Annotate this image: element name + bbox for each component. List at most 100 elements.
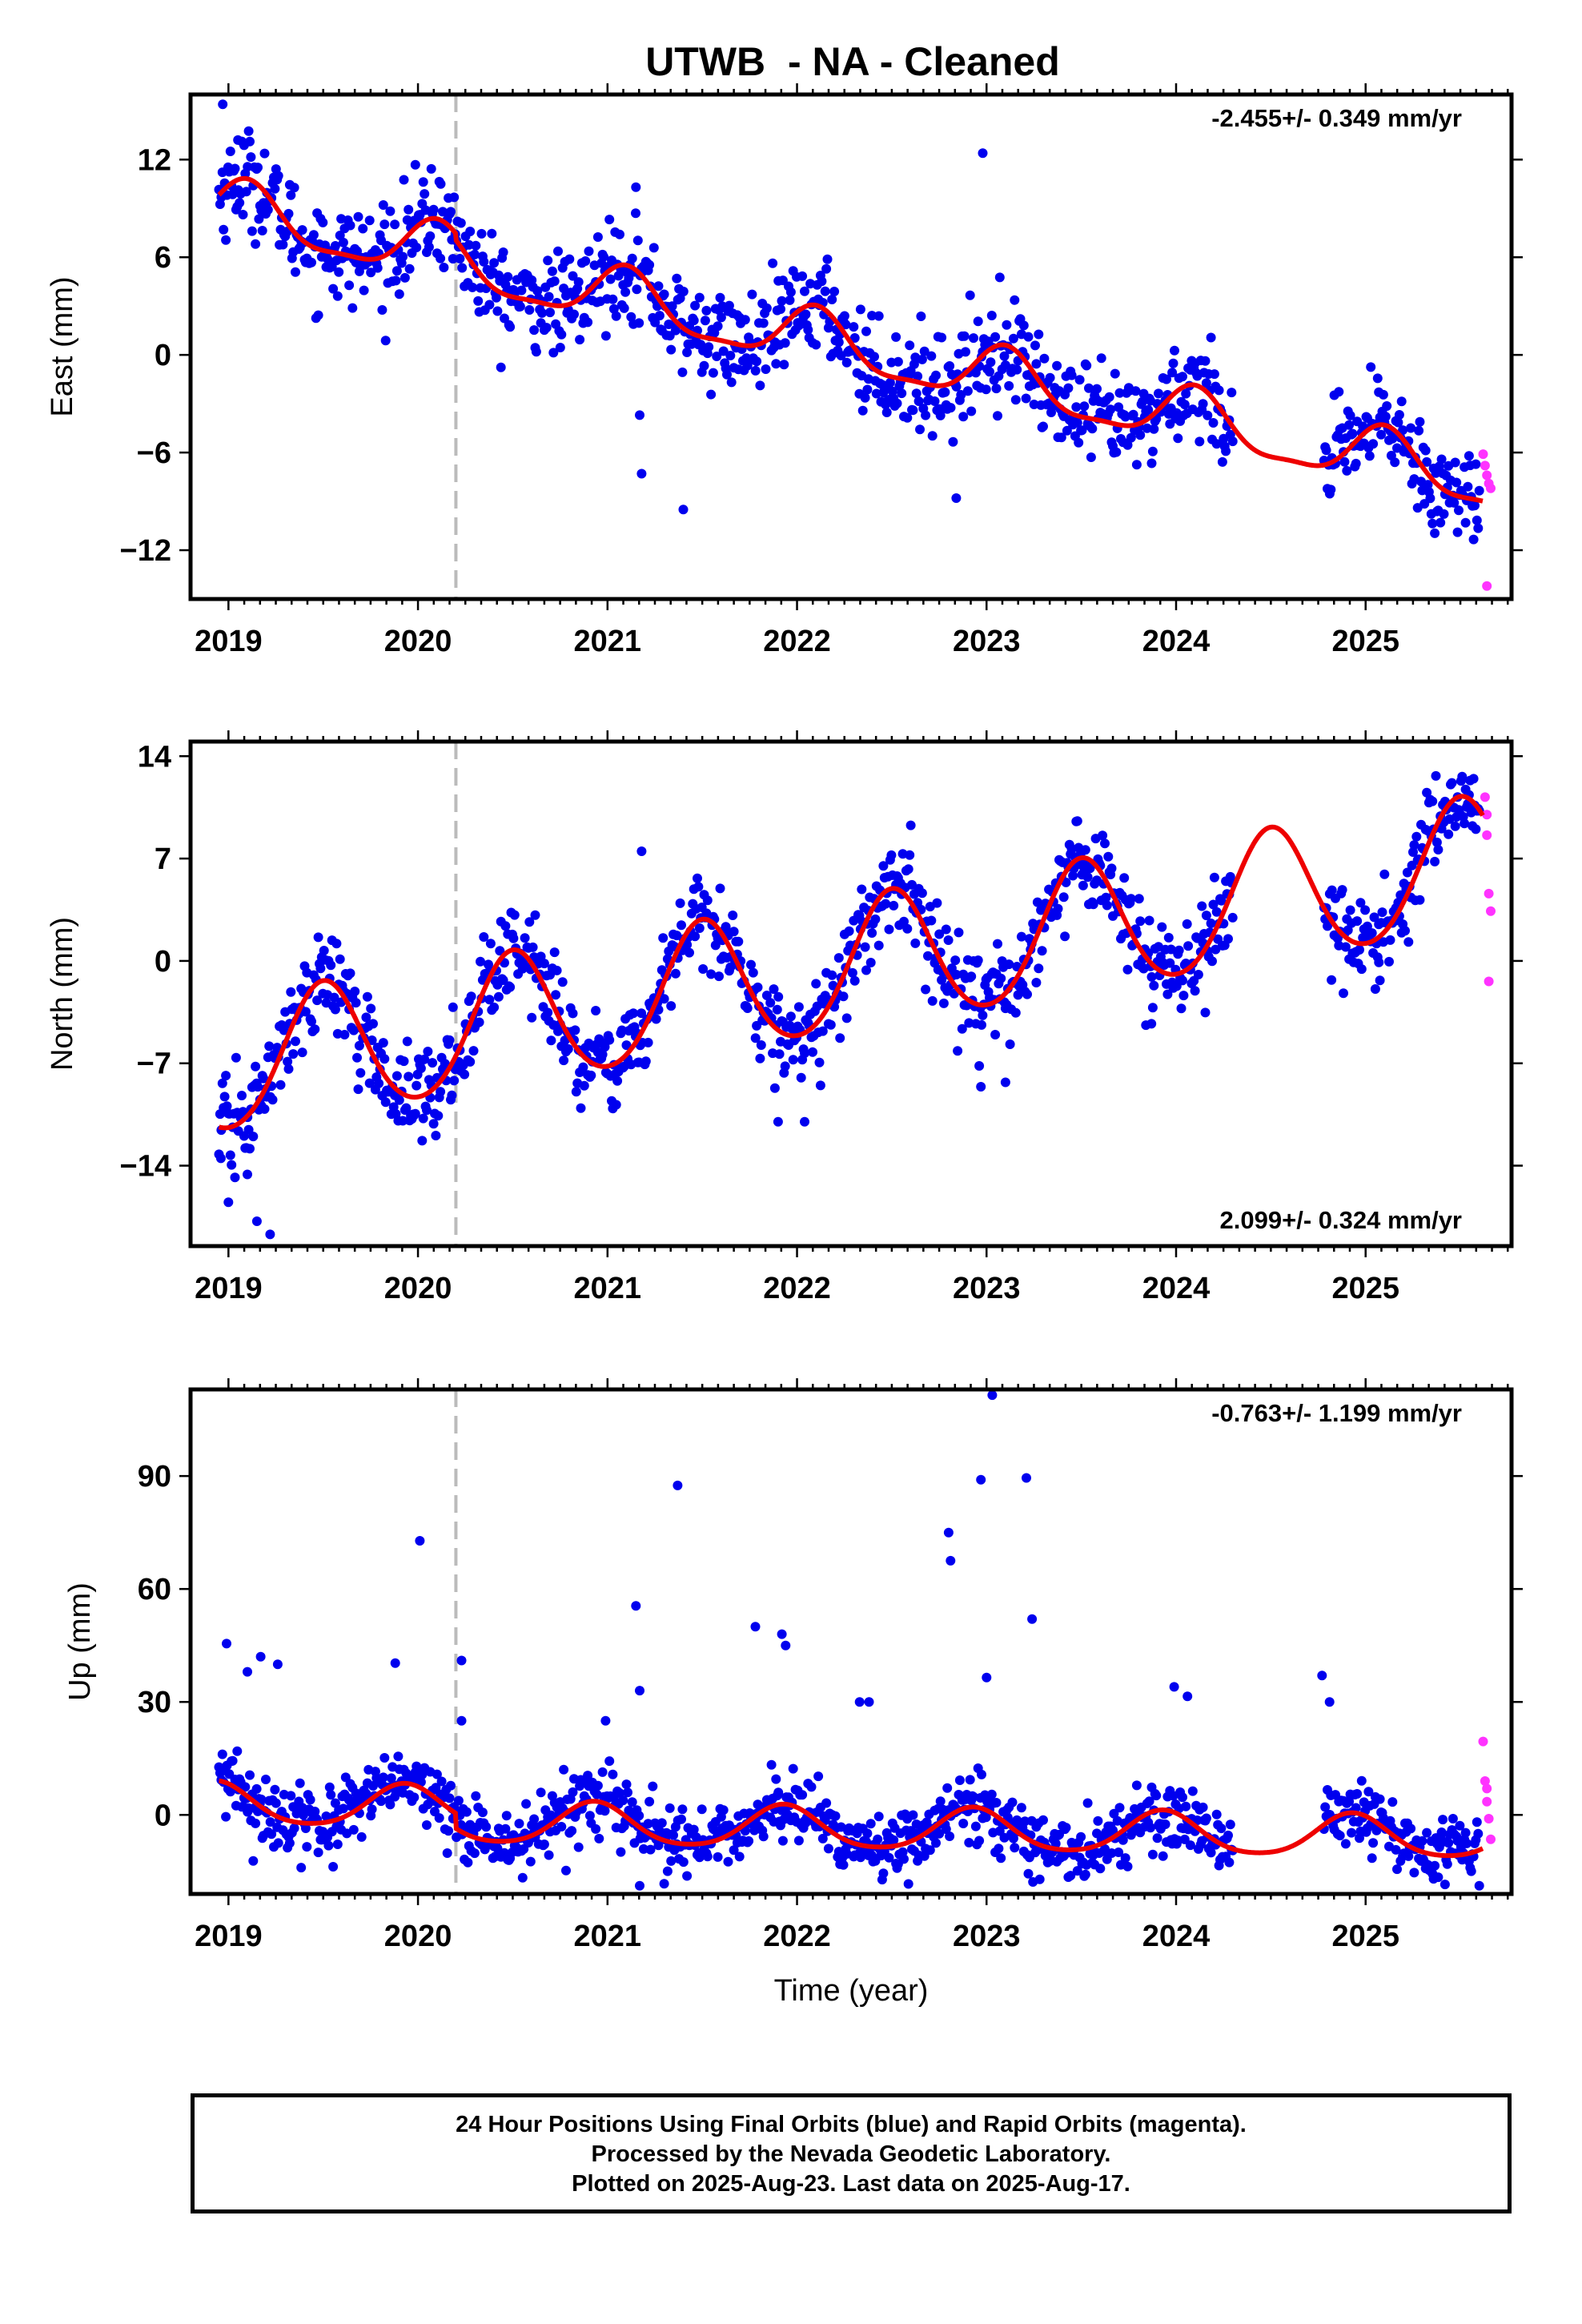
- data-point: [1425, 493, 1435, 504]
- data-point: [1457, 771, 1468, 782]
- data-point: [773, 991, 784, 1002]
- data-point: [385, 206, 396, 216]
- data-point: [257, 226, 267, 235]
- data-point: [529, 325, 540, 336]
- data-point: [275, 1080, 286, 1090]
- data-point: [492, 306, 503, 316]
- x-tick-label: 2025: [1331, 625, 1399, 658]
- data-point: [230, 1172, 240, 1183]
- data-point: [889, 900, 899, 911]
- data-point: [954, 927, 964, 938]
- data-point: [449, 1076, 460, 1086]
- data-point: [541, 323, 552, 333]
- data-point: [1165, 958, 1175, 968]
- data-point: [605, 274, 616, 284]
- data-point: [1375, 975, 1385, 986]
- data-point: [771, 359, 781, 369]
- data-point: [797, 271, 808, 281]
- data-point-outlier: [255, 1651, 266, 1662]
- data-point: [1162, 989, 1173, 999]
- data-point: [1422, 1827, 1432, 1838]
- data-point: [702, 1852, 713, 1862]
- data-point: [484, 300, 495, 310]
- data-point: [328, 1862, 339, 1872]
- data-point: [821, 263, 832, 274]
- rapid-orbit-points: [1480, 792, 1496, 987]
- data-point: [1227, 436, 1238, 447]
- data-point: [1398, 425, 1408, 436]
- data-point: [1093, 1815, 1103, 1826]
- data-point: [925, 1845, 935, 1856]
- data-point: [1327, 885, 1337, 895]
- x-tick-label: 2024: [1142, 1272, 1211, 1305]
- data-point: [608, 294, 618, 304]
- data-point: [632, 235, 643, 246]
- data-point: [348, 1824, 359, 1835]
- data-point: [487, 228, 497, 239]
- data-point: [1206, 1848, 1216, 1858]
- data-point: [892, 398, 902, 408]
- data-point: [945, 361, 955, 371]
- data-point: [1411, 831, 1422, 842]
- data-point: [608, 1769, 618, 1779]
- data-point: [1367, 1853, 1377, 1864]
- data-point: [1380, 412, 1391, 422]
- data-point: [740, 315, 750, 325]
- data-point: [733, 936, 744, 947]
- data-point: [942, 1783, 953, 1793]
- data-point: [1021, 393, 1031, 404]
- data-point: [777, 275, 788, 286]
- data-point: [1066, 370, 1077, 380]
- data-point: [670, 325, 681, 336]
- data-point-outlier: [265, 1229, 275, 1240]
- data-point: [539, 1839, 549, 1849]
- data-point: [619, 303, 629, 313]
- data-point: [964, 1837, 974, 1848]
- x-axis-label: Time (year): [774, 1974, 929, 2008]
- plot-frame: [188, 739, 1514, 1248]
- data-point: [634, 318, 644, 328]
- data-point: [741, 353, 752, 364]
- data-point: [1454, 505, 1464, 516]
- rapid-point: [1482, 1783, 1492, 1794]
- data-point: [227, 1160, 237, 1170]
- data-point: [361, 1012, 371, 1023]
- data-point: [748, 967, 758, 978]
- data-point: [1224, 1857, 1235, 1868]
- data-point: [556, 1822, 567, 1831]
- data-point: [328, 283, 339, 294]
- data-point: [489, 1002, 500, 1012]
- data-point: [682, 348, 693, 357]
- data-point: [940, 387, 950, 397]
- data-point: [753, 982, 763, 992]
- data-point-outlier: [436, 179, 446, 189]
- data-point: [324, 1782, 335, 1792]
- data-point: [313, 310, 323, 320]
- data-point: [356, 1831, 367, 1842]
- data-point: [1181, 1801, 1191, 1811]
- data-point: [931, 370, 941, 380]
- data-point: [253, 163, 263, 173]
- data-point: [431, 1131, 441, 1140]
- data-point: [1460, 818, 1470, 829]
- data-point: [1178, 991, 1189, 1001]
- rapid-point: [1480, 792, 1490, 802]
- data-point: [1018, 320, 1029, 331]
- data-point: [1352, 1789, 1363, 1799]
- data-point: [1004, 959, 1014, 970]
- data-point: [1452, 527, 1463, 537]
- data-point: [715, 292, 725, 303]
- data-point: [288, 1049, 299, 1059]
- data-point: [525, 1856, 536, 1867]
- data-point: [1135, 916, 1146, 927]
- data-point: [714, 971, 724, 982]
- data-point: [970, 1821, 981, 1831]
- data-point: [1355, 945, 1364, 955]
- data-point: [555, 343, 565, 352]
- data-point: [689, 316, 699, 326]
- data-point: [1002, 320, 1012, 330]
- data-point: [678, 1857, 689, 1868]
- data-point: [993, 939, 1002, 949]
- data-point: [594, 1833, 604, 1844]
- data-point-outlier: [223, 1197, 234, 1208]
